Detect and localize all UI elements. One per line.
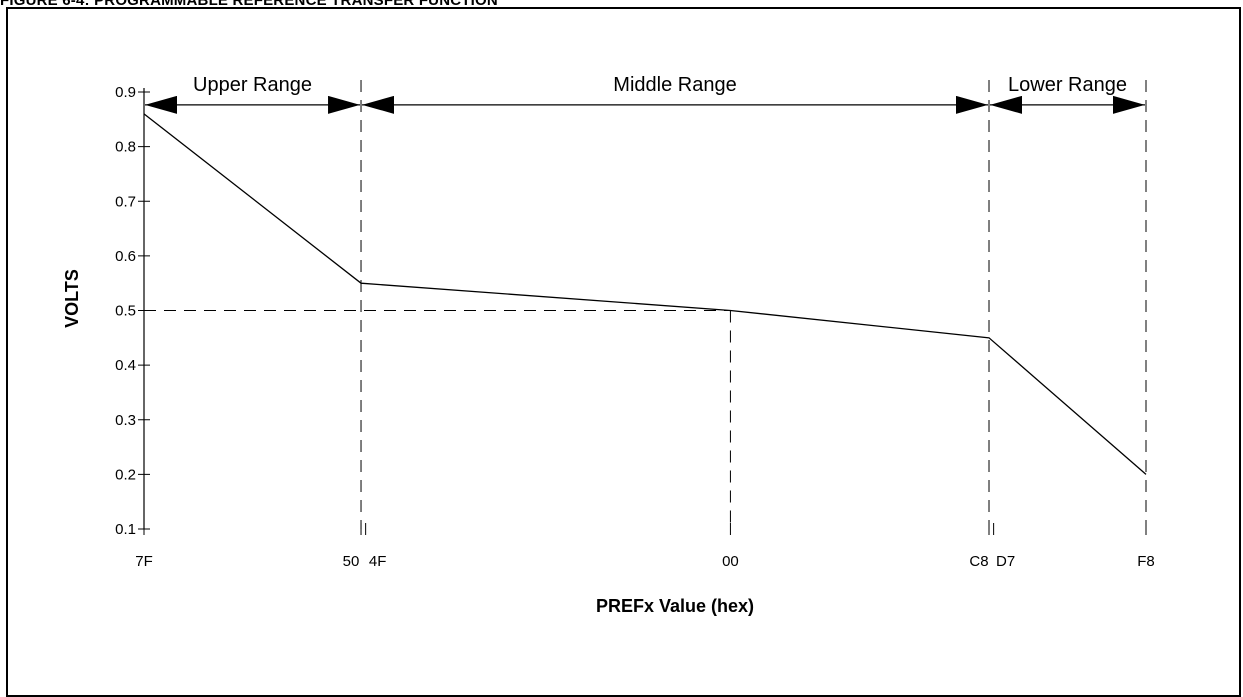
y-tick-label: 0.5 bbox=[115, 303, 136, 320]
y-tick-label: 0.7 bbox=[115, 193, 136, 210]
y-tick-label: 0.9 bbox=[115, 84, 136, 101]
transfer-function-line bbox=[144, 114, 1146, 475]
x-tick-label: C8 bbox=[969, 553, 988, 570]
y-axis-title: VOLTS bbox=[62, 269, 82, 328]
y-tick-label: 0.2 bbox=[115, 466, 136, 483]
range-label: Middle Range bbox=[613, 74, 736, 96]
x-tick-label: 4F bbox=[369, 553, 387, 570]
x-tick-label: 50 bbox=[343, 553, 360, 570]
range-label: Upper Range bbox=[193, 74, 312, 96]
x-tick-label: F8 bbox=[1137, 553, 1155, 570]
y-tick-label: 0.6 bbox=[115, 248, 136, 265]
range-label: Lower Range bbox=[1008, 74, 1127, 96]
y-tick-label: 0.3 bbox=[115, 412, 136, 429]
x-tick-label: 7F bbox=[135, 553, 153, 570]
y-tick-label: 0.8 bbox=[115, 139, 136, 156]
x-tick-label: 00 bbox=[722, 553, 739, 570]
y-tick-label: 0.4 bbox=[115, 357, 136, 374]
x-tick-label: D7 bbox=[996, 553, 1015, 570]
y-tick-label: 0.1 bbox=[115, 521, 136, 538]
x-axis-title: PREFx Value (hex) bbox=[596, 596, 754, 616]
